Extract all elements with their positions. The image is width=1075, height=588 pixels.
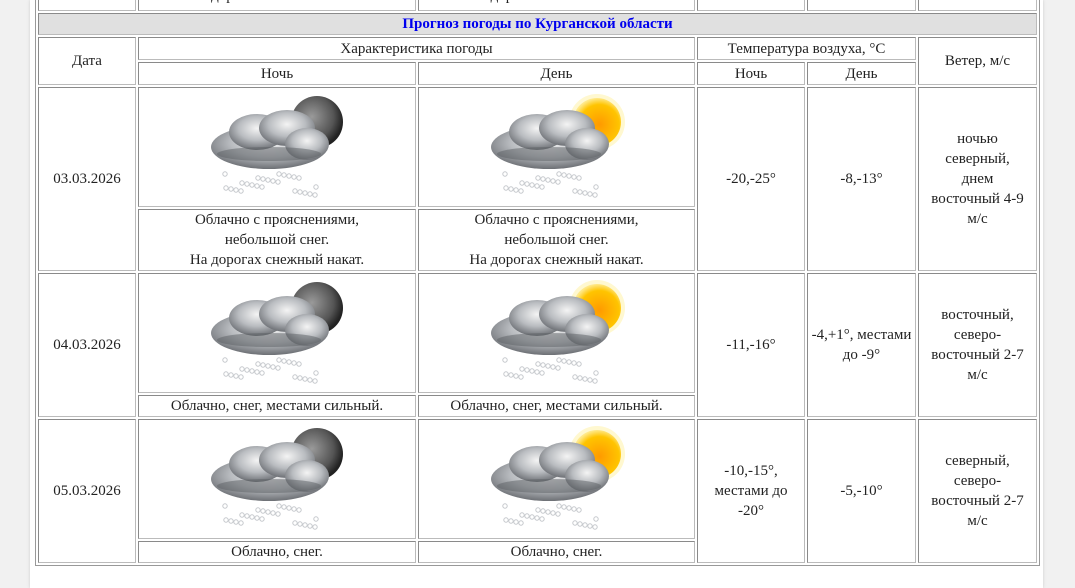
forecast-row: 03.03.2026 -20,-25° -8,-13° ночью северны… [38, 87, 1037, 271]
wind-line: восточный, [941, 307, 1014, 323]
forecast-row: 05.03.2026 -10,-15°, местами до -20° -5,… [38, 419, 1037, 563]
wind-line: северный, [945, 151, 1010, 167]
header-weather-night: Ночь [138, 62, 416, 85]
temp-day-cell: -4,+1°, местами до -9° [807, 273, 916, 417]
night_text-line: Облачно с прояснениями, [194, 212, 360, 228]
night-weather-icon-cell [138, 87, 416, 207]
header-temperature: Температура воздуха, °С [697, 37, 916, 60]
temp-night-cell: -11,-16° [697, 273, 805, 417]
forecast-table: На дорогах снежный накат. На дорогах сне… [35, 0, 1040, 566]
date-cell: 04.03.2026 [38, 273, 136, 417]
night_text-line: На дорогах снежный накат. [189, 252, 365, 268]
wind-cell: ночью северный, днем восточный 4-9 м/с [918, 87, 1037, 271]
wind-line: северо- [953, 327, 1002, 343]
header-date: Дата [38, 37, 136, 85]
header-temp-day: День [807, 62, 916, 85]
day_text-line: Облачно, снег. [510, 544, 603, 560]
wind-line: восточный 2-7 [931, 347, 1024, 363]
date-cell: 03.03.2026 [38, 87, 136, 271]
header-weather: Характеристика погоды [138, 37, 695, 60]
day-weather-icon-cell [418, 273, 695, 393]
day-weather-icon-cell [418, 87, 695, 207]
previous-row: На дорогах снежный накат. На дорогах сне… [38, 0, 1037, 11]
page-content: На дорогах снежный накат. На дорогах сне… [30, 0, 1043, 588]
day-weather-text: Облачно с прояснениями, небольшой снег. На… [418, 209, 695, 271]
night_text-line: небольшой снег. [224, 232, 330, 248]
header-temp-night: Ночь [697, 62, 805, 85]
day_text-line: Облачно, снег, местами сильный. [450, 398, 663, 414]
forecast-row: 04.03.2026 -11,-16° -4,+1°, местами до -… [38, 273, 1037, 417]
night_text-line: Облачно, снег. [231, 544, 323, 560]
night-weather-icon-cell [138, 419, 416, 539]
wind-line: днем [961, 171, 994, 187]
wind-line: северо- [953, 473, 1002, 489]
wind-line: м/с [967, 211, 988, 227]
wind-cell: северный, северо-восточный 2-7 м/с [918, 419, 1037, 563]
temp-day-cell: -5,-10° [807, 419, 916, 563]
day-weather-icon-cell [418, 419, 695, 539]
day_text-line: Облачно с прояснениями, [474, 212, 639, 228]
night-weather-icon-cell [138, 273, 416, 393]
night_text-line: Облачно, снег, местами сильный. [170, 398, 384, 414]
temp-night-cell: -20,-25° [697, 87, 805, 271]
cloud-snow-sun-icon [421, 424, 692, 534]
cloud-snow-moon-icon [141, 92, 413, 202]
cloud-snow-sun-icon [421, 92, 692, 202]
night-weather-text: Облачно с прояснениями, небольшой снег. На… [138, 209, 416, 271]
day-weather-text: Облачно, снег. [418, 541, 695, 563]
table-title: Прогноз погоды по Курганской области [38, 13, 1037, 35]
day_text-line: небольшой снег. [504, 232, 609, 248]
night-weather-text: Облачно, снег. [138, 541, 416, 563]
header-weather-day: День [418, 62, 695, 85]
cloud-snow-moon-icon [141, 424, 413, 534]
cloud-snow-moon-icon [141, 278, 413, 388]
header-wind: Ветер, м/с [918, 37, 1037, 85]
day_text-line: На дорогах снежный накат. [469, 252, 644, 268]
previous-day-text: На дорогах снежный накат. [418, 0, 695, 11]
night-weather-text: Облачно, снег, местами сильный. [138, 395, 416, 417]
cloud-snow-sun-icon [421, 278, 692, 388]
date-cell: 05.03.2026 [38, 419, 136, 563]
wind-line: ночью [957, 131, 998, 147]
wind-cell: восточный, северо-восточный 2-7 м/с [918, 273, 1037, 417]
wind-line: м/с [967, 513, 988, 529]
wind-line: северный, [945, 453, 1010, 469]
wind-line: восточный 2-7 [931, 493, 1024, 509]
temp-day-cell: -8,-13° [807, 87, 916, 271]
day-weather-text: Облачно, снег, местами сильный. [418, 395, 695, 417]
wind-line: восточный 4-9 [931, 191, 1024, 207]
previous-night-text: На дорогах снежный накат. [138, 0, 416, 11]
wind-line: м/с [967, 367, 988, 383]
temp-night-cell: -10,-15°, местами до -20° [697, 419, 805, 563]
